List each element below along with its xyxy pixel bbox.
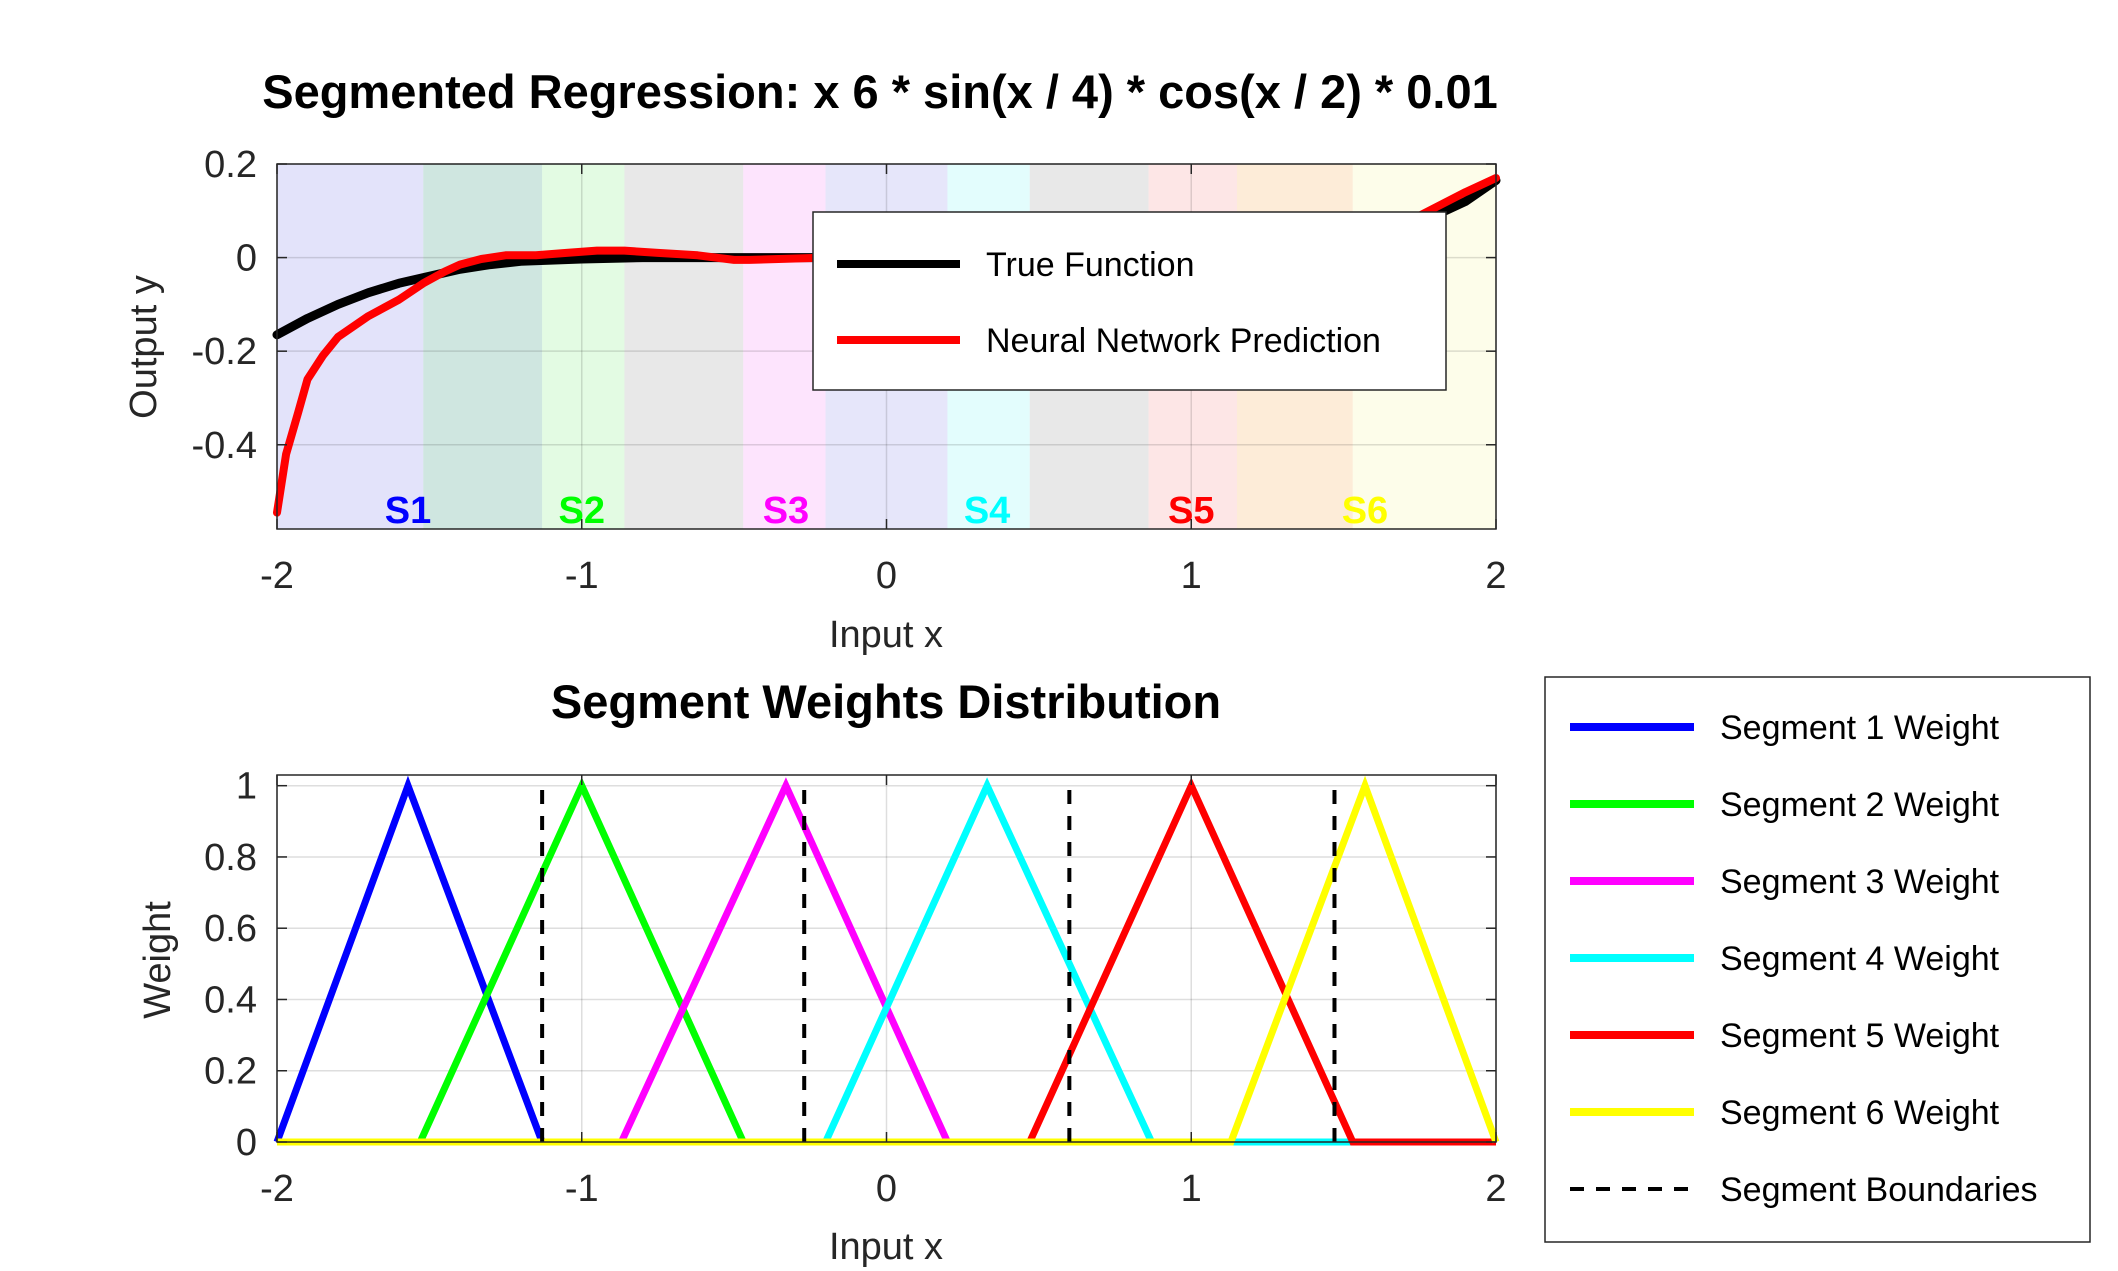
- bottom-y-axis-label: Weight: [137, 901, 179, 1019]
- segment-band: [542, 164, 625, 529]
- segment-label: S1: [385, 490, 431, 532]
- legend-label-true-function: True Function: [986, 246, 1195, 284]
- bottom-x-axis-label: Input x: [829, 1226, 943, 1268]
- bottom-y-tick-label: 1: [236, 766, 257, 808]
- legend-label-segment-4: Segment 4 Weight: [1720, 940, 2000, 978]
- top-x-tick-label: 2: [1485, 555, 1506, 597]
- top-y-tick-label: 0.2: [204, 144, 257, 186]
- bottom-x-tick-label: 1: [1181, 1168, 1202, 1210]
- top-x-tick-label: 0: [876, 555, 897, 597]
- segment-label: S4: [964, 490, 1010, 532]
- segment-boundaries: [540, 785, 1337, 1142]
- top-y-tick-label: 0: [236, 238, 257, 280]
- bottom-ticks: -2 -1 0 1 2 1 0.8 0.6 0.4 0.2 0: [204, 766, 1506, 1210]
- legend-label-segment-5: Segment 5 Weight: [1720, 1017, 2000, 1055]
- top-legend: True Function Neural Network Prediction: [812, 211, 1447, 391]
- legend-label-segment-6: Segment 6 Weight: [1720, 1094, 2000, 1132]
- segment-label: S3: [763, 490, 809, 532]
- segment-label: S6: [1342, 490, 1388, 532]
- segment-band: [423, 164, 543, 529]
- top-x-axis-label: Input x: [829, 614, 943, 656]
- top-x-tick-label: 1: [1181, 555, 1202, 597]
- bottom-y-tick-label: 0: [236, 1122, 257, 1164]
- legend-label-nn-prediction: Neural Network Prediction: [986, 322, 1381, 360]
- legend-label-segment-1: Segment 1 Weight: [1720, 709, 2000, 747]
- bottom-grid: [276, 775, 1497, 1143]
- bottom-y-tick-label: 0.4: [204, 979, 257, 1021]
- legend-label-segment-boundaries: Segment Boundaries: [1720, 1171, 2038, 1209]
- bottom-x-tick-label: -1: [565, 1168, 599, 1210]
- top-x-tick-label: -2: [260, 555, 294, 597]
- legend-label-segment-3: Segment 3 Weight: [1720, 863, 2000, 901]
- bottom-y-tick-label: 0.2: [204, 1051, 257, 1093]
- bottom-y-tick-label: 0.6: [204, 908, 257, 950]
- bottom-x-tick-label: 2: [1485, 1168, 1506, 1210]
- segment-band: [277, 164, 424, 529]
- segment-band: [624, 164, 744, 529]
- bottom-y-tick-label: 0.8: [204, 837, 257, 879]
- legend-label-segment-2: Segment 2 Weight: [1720, 786, 2000, 824]
- top-y-tick-label: -0.2: [192, 331, 257, 373]
- segment-band: [743, 164, 826, 529]
- top-ticks: -2 -1 0 1 2 0.2 0 -0.2 -0.4: [192, 144, 1507, 597]
- top-chart-title: Segmented Regression: x 6 * sin(x / 4) *…: [262, 65, 1498, 118]
- bottom-chart-title: Segment Weights Distribution: [551, 675, 1221, 728]
- bottom-legend: Segment 1 Weight Segment 2 Weight Segmen…: [1544, 676, 2091, 1243]
- top-segment-labels: S1 S2 S3 S4 S5 S6: [385, 490, 1388, 532]
- bottom-x-tick-label: -2: [260, 1168, 294, 1210]
- top-y-axis-label: Output y: [123, 275, 165, 419]
- bottom-legend-box: [1544, 676, 2091, 1243]
- top-legend-box: [812, 211, 1447, 391]
- top-x-tick-label: -1: [565, 555, 599, 597]
- bottom-x-tick-label: 0: [876, 1168, 897, 1210]
- top-y-tick-label: -0.4: [192, 425, 257, 467]
